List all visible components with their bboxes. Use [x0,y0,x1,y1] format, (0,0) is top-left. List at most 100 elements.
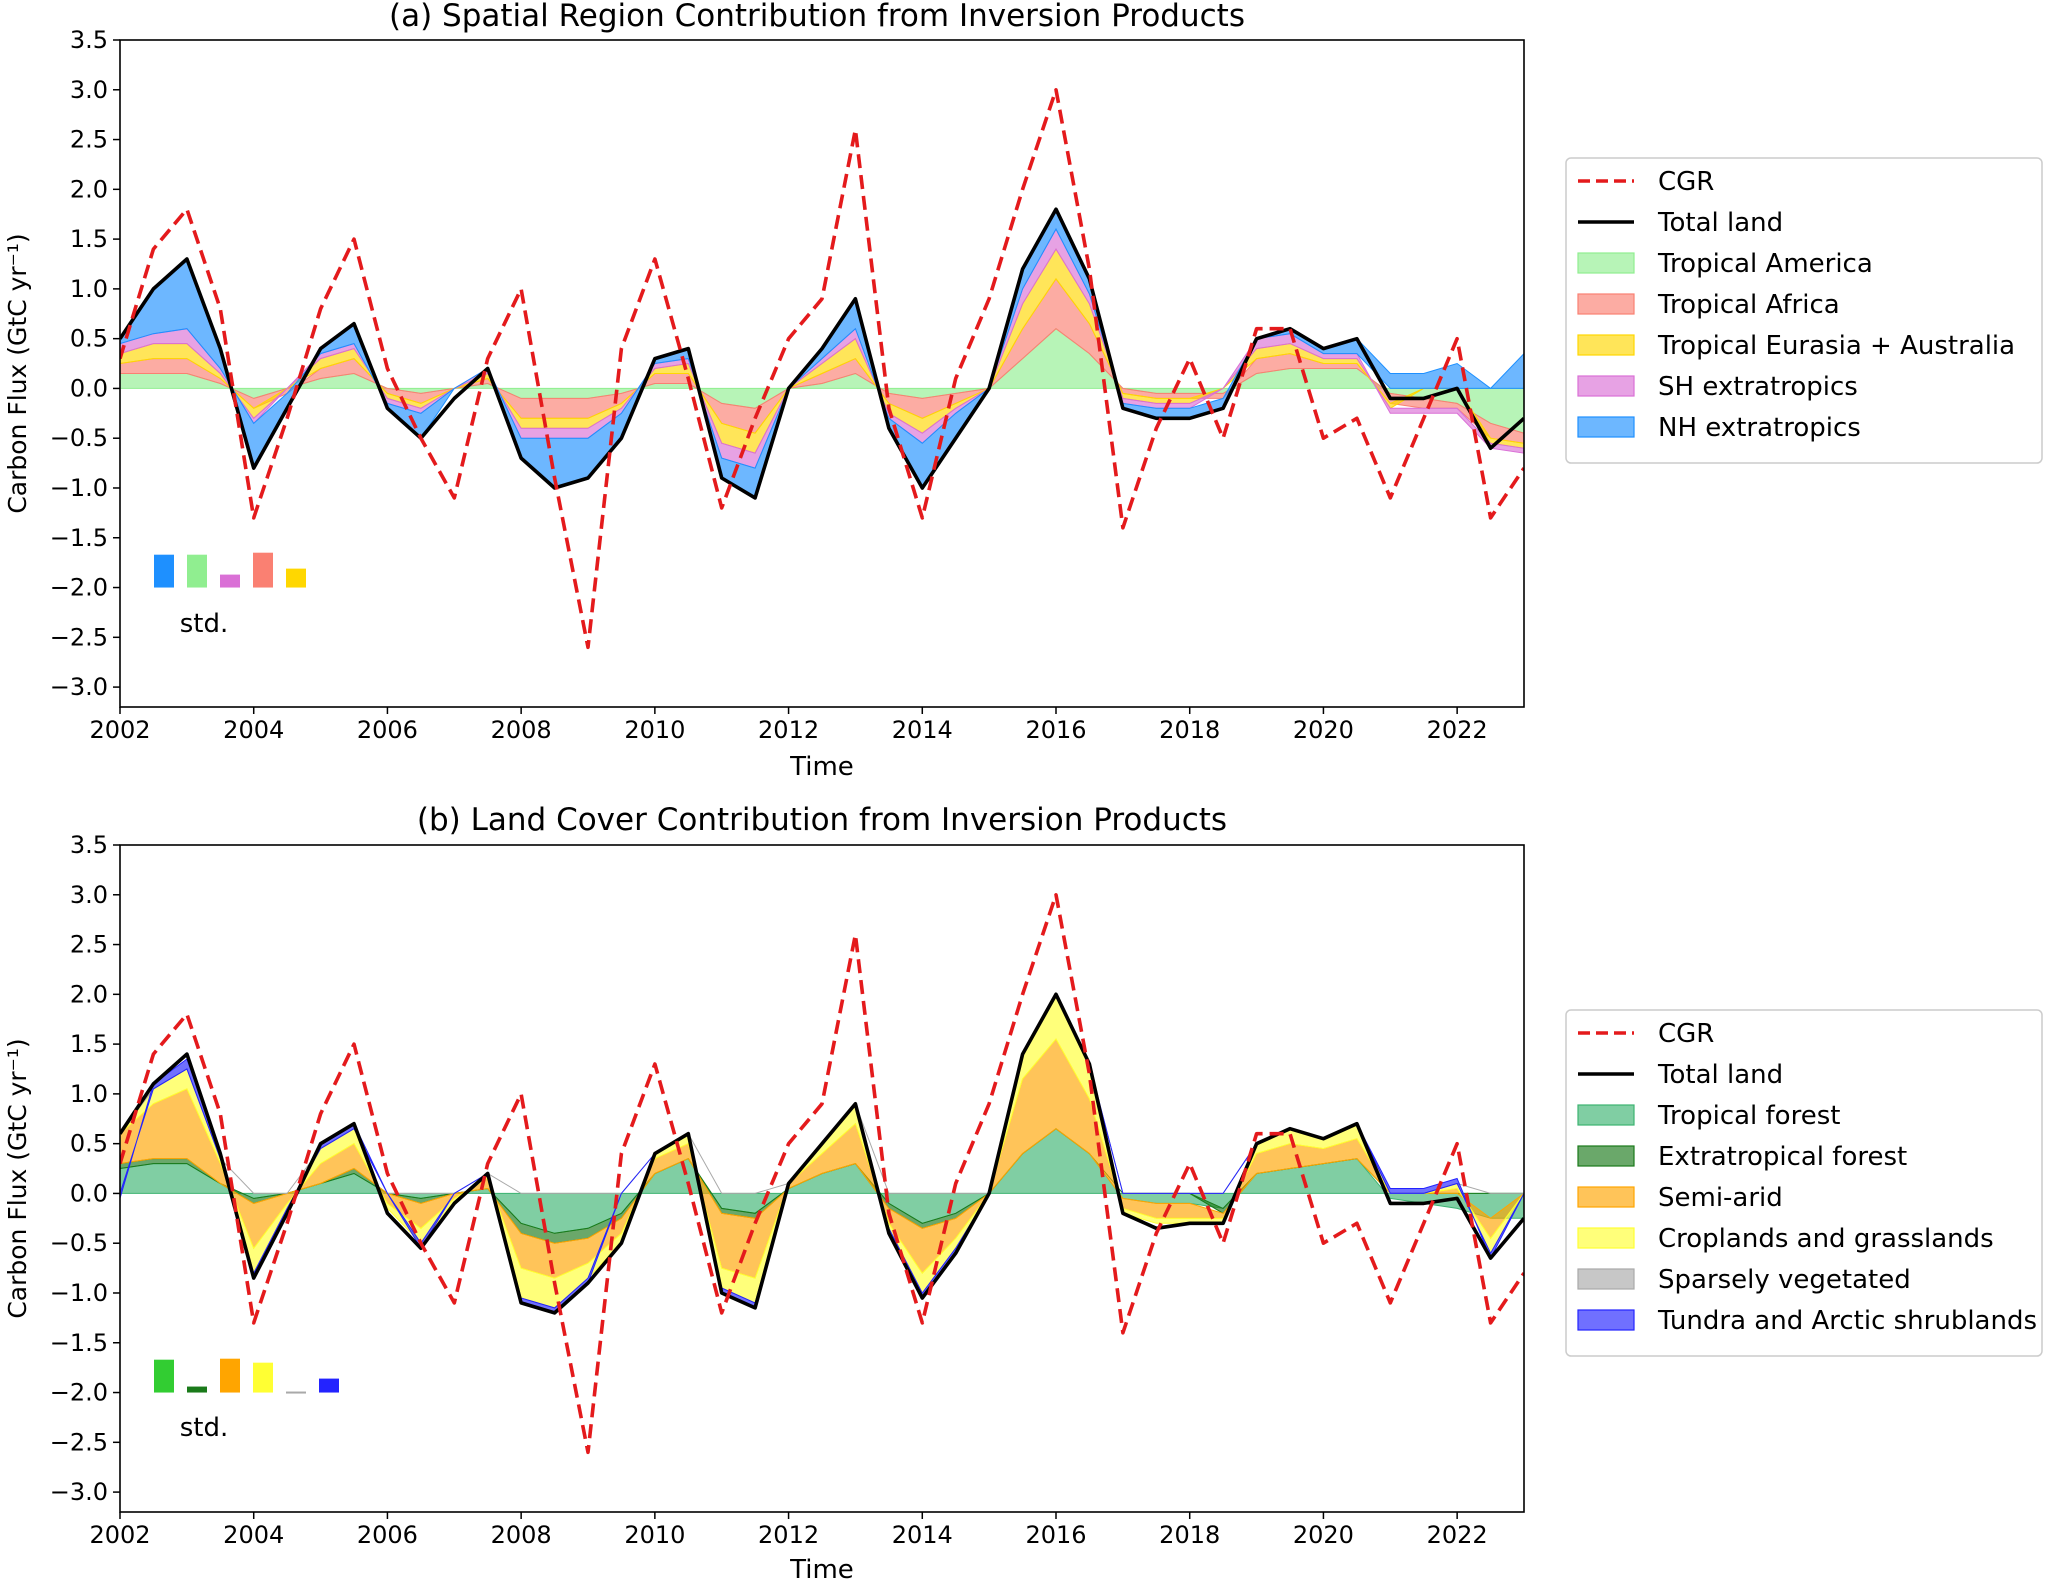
panel-b-y-tick-label-1-5: −1.5 [50,1329,108,1357]
panel-a-legend-sh-extratropics-label: SH extratropics [1658,372,1858,402]
panel-b-x-tick-label-2018: 2018 [1159,1521,1220,1549]
panel-b-std-bar-0 [154,1359,174,1393]
panel-b-std-bar-3 [253,1362,273,1393]
panel-a-legend-tropical-africa-swatch [1577,293,1635,315]
panel-b-y-tick-label-1-0: −1.0 [50,1279,108,1307]
panel-a-x-tick-label-2018: 2018 [1159,716,1220,744]
panel-b-cgr-line [120,893,1524,1455]
panel-a-legend-sh-extratropics-swatch [1577,375,1635,397]
panel-a-x-tick-label-2008: 2008 [491,716,552,744]
panel-b-y-tick-label-2-5: −2.5 [50,1428,108,1456]
panel-b-frame [119,844,1525,1513]
panel-b-legend: CGR Total land Tropical forest Extratropica… [1565,1009,2043,1357]
panel-a-y-tick-label-0-5: 0.5 [70,325,108,353]
panel-b-legend-box [1565,1009,2043,1357]
panel-b-legend-cgr-label: CGR [1658,1019,1714,1049]
panel-a-y-tick-label-3-0: 3.0 [70,76,108,104]
panel-a-frame [119,39,1525,708]
panel-b-y-tick-label-3-0: 3.0 [70,881,108,909]
panel-b-legend-tundra-and-arctic-shrublands-label: Tundra and Arctic shrublands [1657,1306,2037,1336]
panel-a-x-tick-label-2016: 2016 [1025,716,1086,744]
panel-a-y-tick-label-2-0: 2.0 [70,175,108,203]
panel-b-area-semi-arid [120,1038,1524,1279]
panel-b-std-label: std. [180,1413,229,1443]
panel-b-std-bar-5 [319,1378,339,1393]
panel-b-x-tick-label-2020: 2020 [1293,1521,1354,1549]
panel-b-y-tick-label-1-0: 1.0 [70,1080,108,1108]
panel-a-y-tick-label-1-5: 1.5 [70,225,108,253]
panel-a-x-tick-label-2020: 2020 [1293,716,1354,744]
panel-b-legend-tropical-forest-label: Tropical forest [1657,1101,1840,1131]
panel-a-legend-total-land-label: Total land [1657,208,1783,238]
panel-a-y-tick-label-1-0: −1.0 [50,474,108,502]
panel-a-std-bar-4 [286,568,306,588]
panel-a-y-tick-label-2-0: −2.0 [50,574,108,602]
panel-a-y-tick-label-3-5: 3.5 [70,26,108,54]
panel-b-y-tick-label-0-0: 0.0 [70,1179,108,1207]
panel-b-y-tick-label-1-5: 1.5 [70,1030,108,1058]
panel-b-x-tick-label-2022: 2022 [1427,1521,1488,1549]
panel-b-y-tick-label-2-5: 2.5 [70,931,108,959]
panel-a-x-axis-label: Time [789,752,854,782]
panel-a-legend-box [1565,157,2043,464]
panel-a-title: (a) Spatial Region Contribution from Inv… [389,0,1245,34]
panel-a-std-bar-1 [187,554,207,588]
panel-b-legend-croplands-and-grasslands-swatch [1577,1227,1635,1249]
panel-b-title: (b) Land Cover Contribution from Inversi… [417,802,1227,838]
panel-b-legend-sparsely-vegetated-swatch [1577,1268,1635,1290]
panel-b-std-bar-2 [220,1358,240,1393]
panel-a-y-axis-label: Carbon Flux (GtC yr⁻¹) [3,233,32,513]
panel-b-plot-area: 2002 2004 2006 2008 2010 2012 2014 2016 2018 2020… [50,831,1525,1549]
panel-b: (b) Land Cover Contribution from Inversi… [3,802,2043,1581]
panel-b-area-sparsely-vegetated [120,993,1524,1194]
panel-b-x-tick-label-2010: 2010 [624,1521,685,1549]
panel-a-x-tick-label-2010: 2010 [624,716,685,744]
panel-b-legend-tropical-forest-swatch [1577,1104,1635,1126]
panel-a-legend-tropical-america-swatch [1577,252,1635,274]
panel-a-std-bar-0 [154,554,174,588]
panel-a-y-tick-label-0-5: −0.5 [50,424,108,452]
panel-b-legend-extratropical-forest-label: Extratropical forest [1658,1142,1907,1172]
panel-b-x-tick-label-2014: 2014 [892,1521,953,1549]
panel-b-legend-sparsely-vegetated-label: Sparsely vegetated [1658,1265,1911,1295]
panel-b-legend-semi-arid-swatch [1577,1186,1635,1208]
panel-a-legend-nh-extratropics-swatch [1577,416,1635,438]
panel-a-legend: CGR Total land Tropical America Tropical Af… [1565,157,2043,464]
panel-a-legend-tropical-eurasia-australia-label: Tropical Eurasia + Australia [1657,331,2015,361]
panel-b-y-tick-label-3-5: 3.5 [70,831,108,859]
panel-b-legend-extratropical-forest-swatch [1577,1145,1635,1167]
panel-a-legend-tropical-africa-label: Tropical Africa [1657,290,1840,320]
panel-a-y-tick-label-1-5: −1.5 [50,524,108,552]
panel-a-y-tick-label-3-0: −3.0 [50,673,108,701]
panel-b-x-tick-label-2004: 2004 [223,1521,284,1549]
panel-a-plot-area: 2002 2004 2006 2008 2010 2012 2014 2016 2018 2020… [50,26,1525,744]
panel-a: (a) Spatial Region Contribution from Inv… [3,0,2043,782]
panel-a-y-tick-label-2-5: 2.5 [70,126,108,154]
panel-b-std-bar-4 [286,1391,306,1394]
panel-a-std-bar-3 [253,552,273,588]
panel-b-y-tick-label-0-5: −0.5 [50,1229,108,1257]
panel-a-y-tick-label-2-5: −2.5 [50,623,108,651]
panel-a-std-bar-2 [220,574,240,588]
panel-a-legend-tropical-america-label: Tropical America [1657,249,1873,279]
panel-a-x-tick-label-2006: 2006 [357,716,418,744]
panel-a-x-tick-label-2002: 2002 [89,716,150,744]
panel-b-x-tick-label-2012: 2012 [758,1521,819,1549]
panel-b-x-tick-label-2016: 2016 [1025,1521,1086,1549]
panel-b-x-axis-label: Time [789,1555,854,1581]
panel-a-x-tick-label-2004: 2004 [223,716,284,744]
panel-a-std-label: std. [180,609,229,639]
panel-b-std-bar-1 [187,1386,207,1393]
panel-b-legend-tundra-and-arctic-shrublands-swatch [1577,1309,1635,1331]
panel-a-legend-tropical-eurasia-australia-swatch [1577,334,1635,356]
panel-b-y-axis-label: Carbon Flux (GtC yr⁻¹) [3,1038,32,1318]
panel-b-legend-total-land-label: Total land [1657,1060,1783,1090]
panel-a-x-tick-label-2022: 2022 [1427,716,1488,744]
panel-a-total-land-line [120,207,1524,500]
panel-b-legend-semi-arid-label: Semi-arid [1658,1183,1783,1213]
panel-a-legend-cgr-label: CGR [1658,167,1714,197]
panel-b-y-tick-label-0-5: 0.5 [70,1130,108,1158]
panel-b-total-land-line [120,992,1524,1315]
panel-a-x-tick-label-2012: 2012 [758,716,819,744]
